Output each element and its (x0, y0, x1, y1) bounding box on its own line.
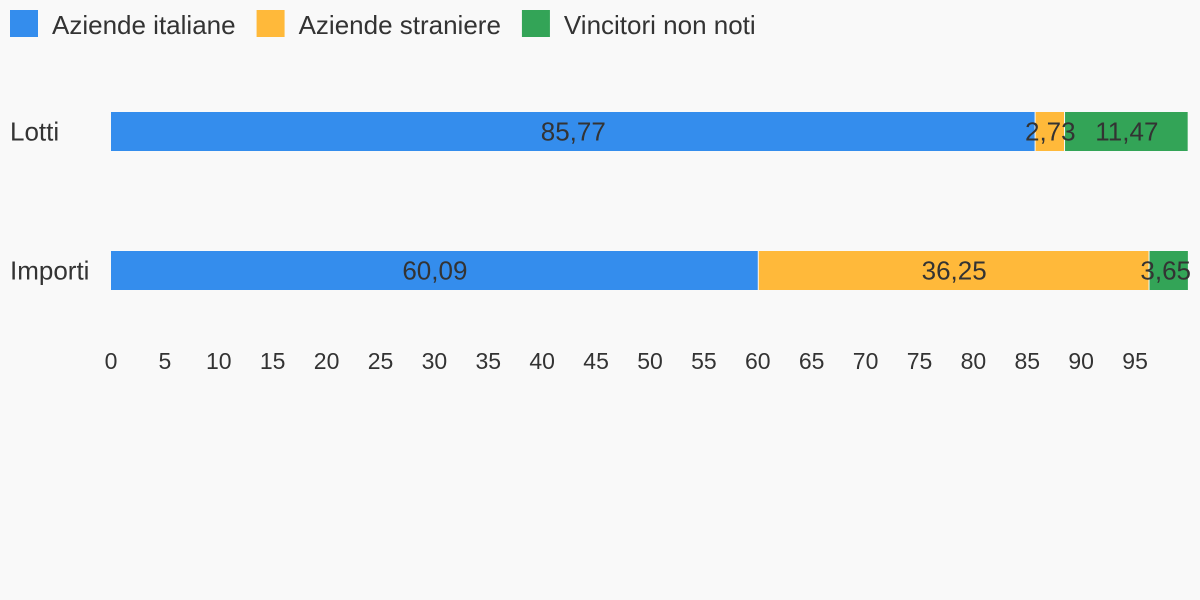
x-tick-label: 0 (105, 348, 118, 374)
x-tick-label: 25 (368, 348, 394, 374)
x-tick-label: 30 (422, 348, 448, 374)
x-tick-label: 40 (529, 348, 555, 374)
legend-label: Aziende italiane (52, 10, 236, 40)
x-tick-label: 15 (260, 348, 286, 374)
x-tick-label: 95 (1122, 348, 1148, 374)
data-label: 11,47 (1095, 116, 1158, 146)
bar-segment (111, 112, 1035, 151)
x-tick-label: 5 (159, 348, 172, 374)
data-label: 36,25 (922, 255, 987, 285)
x-tick-label: 80 (961, 348, 987, 374)
data-label: 2,73 (1025, 116, 1076, 146)
x-tick-label: 50 (637, 348, 663, 374)
bar-segment (111, 251, 758, 290)
x-tick-label: 70 (853, 348, 879, 374)
bar-segment (1065, 112, 1188, 151)
legend-swatch (256, 10, 285, 37)
legend-label: Aziende straniere (299, 10, 501, 40)
legend-swatch (10, 10, 38, 37)
y-tick-label: Lotti (10, 116, 59, 146)
x-tick-label: 65 (799, 348, 825, 374)
data-label: 3,65 (1140, 255, 1191, 285)
data-label: 60,09 (402, 255, 467, 285)
data-label: 85,77 (541, 116, 606, 146)
x-tick-label: 35 (476, 348, 502, 374)
bar-segment (1149, 251, 1188, 290)
legend-label: Vincitori non noti (564, 10, 756, 40)
x-tick-label: 10 (206, 348, 232, 374)
x-tick-label: 60 (745, 348, 771, 374)
x-tick-label: 75 (907, 348, 933, 374)
x-tick-label: 55 (691, 348, 717, 374)
x-tick-label: 90 (1068, 348, 1094, 374)
bar-segment (1035, 112, 1065, 151)
x-tick-label: 45 (583, 348, 609, 374)
legend-swatch (521, 10, 550, 37)
bar-segment (758, 251, 1149, 290)
y-tick-label: Importi (10, 255, 89, 285)
x-tick-label: 85 (1015, 348, 1041, 374)
x-tick-label: 20 (314, 348, 340, 374)
